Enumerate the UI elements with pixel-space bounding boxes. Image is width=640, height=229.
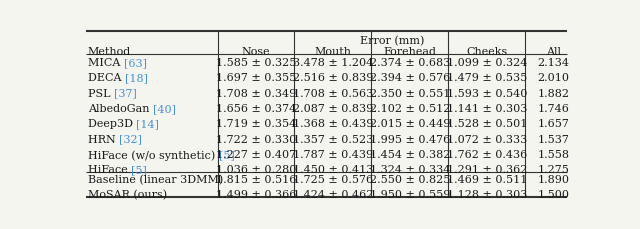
Text: Mouth: Mouth: [314, 47, 351, 57]
Text: DECA: DECA: [88, 73, 125, 83]
Text: 1.815 ± 0.516: 1.815 ± 0.516: [216, 174, 296, 184]
Text: [18]: [18]: [125, 73, 148, 83]
Text: 1.424 ± 0.462: 1.424 ± 0.462: [292, 189, 373, 199]
Text: HRN: HRN: [88, 134, 119, 144]
Text: Cheeks: Cheeks: [466, 47, 508, 57]
Text: 1.708 ± 0.349: 1.708 ± 0.349: [216, 88, 296, 98]
Text: 1.128 ± 0.303: 1.128 ± 0.303: [447, 189, 527, 199]
Text: 1.657: 1.657: [538, 119, 570, 129]
Text: Forehead: Forehead: [383, 47, 436, 57]
Text: Error (mm): Error (mm): [360, 35, 425, 46]
Text: 1.357 ± 0.523: 1.357 ± 0.523: [293, 134, 373, 144]
Text: 1.725 ± 0.576: 1.725 ± 0.576: [293, 174, 373, 184]
Text: MICA: MICA: [88, 58, 124, 68]
Text: 2.394 ± 0.576: 2.394 ± 0.576: [370, 73, 450, 83]
Text: [5]: [5]: [219, 149, 235, 159]
Text: 1.454 ± 0.382: 1.454 ± 0.382: [370, 149, 450, 159]
Text: 2.134: 2.134: [538, 58, 570, 68]
Text: 2.550 ± 0.825: 2.550 ± 0.825: [370, 174, 450, 184]
Text: 1.528 ± 0.501: 1.528 ± 0.501: [447, 119, 527, 129]
Text: 1.227 ± 0.407: 1.227 ± 0.407: [216, 149, 296, 159]
Text: Method: Method: [88, 47, 131, 57]
Text: Nose: Nose: [242, 47, 270, 57]
Text: Deep3D: Deep3D: [88, 119, 136, 129]
Text: 2.102 ± 0.512: 2.102 ± 0.512: [370, 104, 450, 114]
Text: 1.036 ± 0.280: 1.036 ± 0.280: [216, 165, 296, 174]
Text: 1.537: 1.537: [538, 134, 570, 144]
Text: 2.087 ± 0.839: 2.087 ± 0.839: [293, 104, 373, 114]
Text: 1.499 ± 0.366: 1.499 ± 0.366: [216, 189, 296, 199]
Text: MoSAR (ours): MoSAR (ours): [88, 189, 167, 199]
Text: 1.558: 1.558: [538, 149, 570, 159]
Text: 1.585 ± 0.325: 1.585 ± 0.325: [216, 58, 296, 68]
Text: PSL: PSL: [88, 88, 114, 98]
Text: 1.324 ± 0.334: 1.324 ± 0.334: [370, 165, 450, 174]
Text: 1.697 ± 0.355: 1.697 ± 0.355: [216, 73, 296, 83]
Text: 1.141 ± 0.303: 1.141 ± 0.303: [447, 104, 527, 114]
Text: [63]: [63]: [124, 58, 147, 68]
Text: 1.722 ± 0.330: 1.722 ± 0.330: [216, 134, 296, 144]
Text: 1.746: 1.746: [538, 104, 570, 114]
Text: 1.882: 1.882: [538, 88, 570, 98]
Text: Baseline (linear 3DMM): Baseline (linear 3DMM): [88, 174, 223, 184]
Text: 1.593 ± 0.540: 1.593 ± 0.540: [447, 88, 527, 98]
Text: [32]: [32]: [119, 134, 142, 144]
Text: AlbedoGan: AlbedoGan: [88, 104, 153, 114]
Text: 1.890: 1.890: [538, 174, 570, 184]
Text: 1.291 ± 0.362: 1.291 ± 0.362: [447, 165, 527, 174]
Text: 1.479 ± 0.535: 1.479 ± 0.535: [447, 73, 527, 83]
Text: 1.072 ± 0.333: 1.072 ± 0.333: [447, 134, 527, 144]
Text: 1.762 ± 0.436: 1.762 ± 0.436: [447, 149, 527, 159]
Text: 1.995 ± 0.476: 1.995 ± 0.476: [370, 134, 450, 144]
Text: 2.350 ± 0.551: 2.350 ± 0.551: [370, 88, 450, 98]
Text: All: All: [546, 47, 561, 57]
Text: 3.478 ± 1.204: 3.478 ± 1.204: [293, 58, 373, 68]
Text: 1.368 ± 0.439: 1.368 ± 0.439: [292, 119, 373, 129]
Text: 2.516 ± 0.839: 2.516 ± 0.839: [292, 73, 373, 83]
Text: 1.469 ± 0.511: 1.469 ± 0.511: [447, 174, 527, 184]
Text: [14]: [14]: [136, 119, 159, 129]
Text: [5]: [5]: [131, 165, 147, 174]
Text: 1.787 ± 0.439: 1.787 ± 0.439: [293, 149, 373, 159]
Text: HiFace (w/o synthetic): HiFace (w/o synthetic): [88, 149, 219, 160]
Text: 1.500: 1.500: [538, 189, 570, 199]
Text: HiFace: HiFace: [88, 165, 131, 174]
Text: 1.708 ± 0.563: 1.708 ± 0.563: [293, 88, 373, 98]
Text: [40]: [40]: [153, 104, 176, 114]
Text: 1.450 ± 0.413: 1.450 ± 0.413: [292, 165, 373, 174]
Text: 2.015 ± 0.449: 2.015 ± 0.449: [370, 119, 450, 129]
Text: 1.950 ± 0.559: 1.950 ± 0.559: [370, 189, 450, 199]
Text: 1.275: 1.275: [538, 165, 570, 174]
Text: 2.374 ± 0.683: 2.374 ± 0.683: [370, 58, 450, 68]
Text: [37]: [37]: [114, 88, 137, 98]
Text: 1.719 ± 0.354: 1.719 ± 0.354: [216, 119, 296, 129]
Text: 1.656 ± 0.374: 1.656 ± 0.374: [216, 104, 296, 114]
Text: 2.010: 2.010: [538, 73, 570, 83]
Text: 1.099 ± 0.324: 1.099 ± 0.324: [447, 58, 527, 68]
